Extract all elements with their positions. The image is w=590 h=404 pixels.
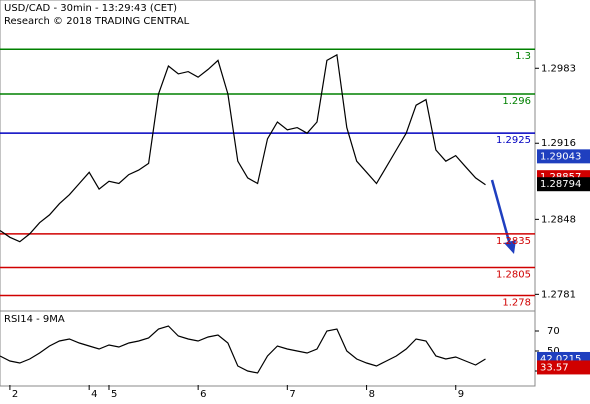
price-label: 42.0215 [540, 354, 581, 365]
x-tick-label: 6 [200, 389, 206, 400]
price-box [537, 360, 590, 375]
rsi-title: RSI14 - 9MA [4, 314, 65, 325]
x-tick-label: 7 [289, 389, 295, 400]
y-tick-label: 1.2848 [541, 214, 576, 225]
level-label: 1.2835 [496, 236, 531, 247]
price-box [537, 177, 590, 192]
level-label: 1.2925 [496, 135, 531, 146]
level-label: 1.2805 [496, 269, 531, 280]
rsi-line [0, 325, 486, 374]
x-tick-label: 4 [91, 389, 97, 400]
x-tick-label: 2 [12, 389, 18, 400]
price-label: 1.28794 [540, 179, 581, 190]
price-label: 1.29043 [540, 151, 581, 162]
price-line [0, 53, 486, 243]
rsi-tick-label: 50 [547, 346, 560, 357]
plot-frame [0, 0, 536, 387]
rsi-tick-label: 70 [547, 326, 560, 337]
x-tick-label: 5 [111, 389, 117, 400]
chart-subtitle: Research © 2018 TRADING CENTRAL [4, 16, 190, 27]
price-box [537, 149, 590, 164]
level-label: 1.3 [515, 51, 531, 62]
y-tick-label: 1.2781 [541, 289, 576, 300]
x-tick-label: 9 [458, 389, 464, 400]
chart-title: USD/CAD - 30min - 13:29:43 (CET) [4, 3, 177, 14]
level-label: 1.296 [502, 96, 531, 107]
y-tick-label: 1.2916 [541, 138, 576, 149]
x-tick-label: 8 [369, 389, 375, 400]
price-label: 33.57 [540, 362, 569, 373]
y-tick-label: 1.2983 [541, 63, 576, 74]
arrow-head [504, 240, 516, 254]
level-label: 1.278 [502, 297, 531, 308]
